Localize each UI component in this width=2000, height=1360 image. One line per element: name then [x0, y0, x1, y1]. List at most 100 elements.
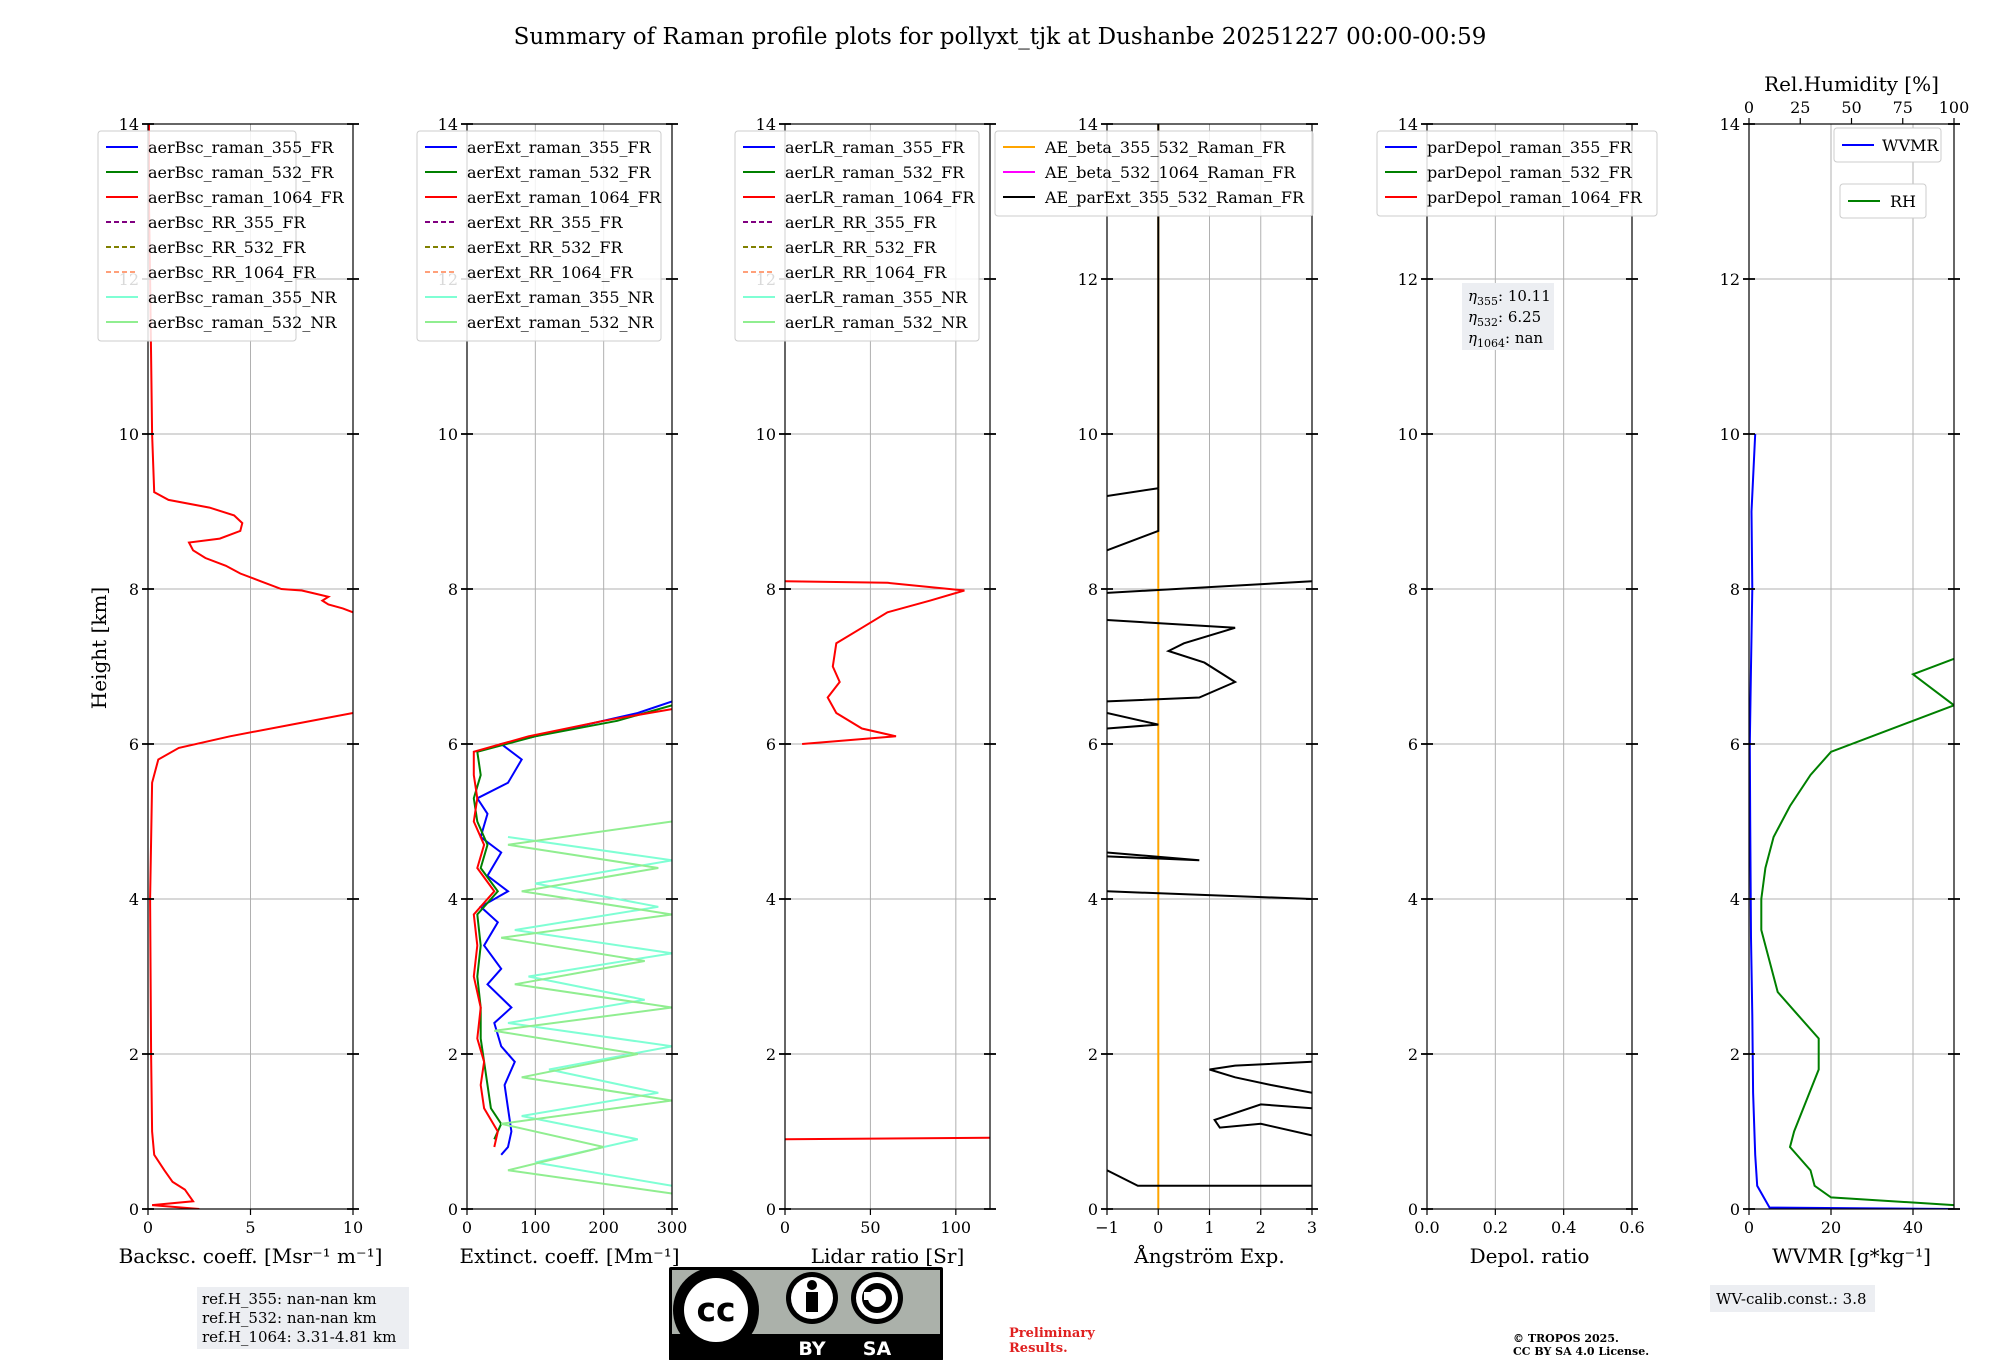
y-tick-label: 0 [1730, 1200, 1740, 1219]
x-tick-label: 0 [1153, 1218, 1163, 1237]
y-tick-label: 12 [1398, 270, 1418, 289]
x-tick-label: 0 [1744, 1218, 1754, 1237]
panel-3: 05010002468101214Lidar ratio [Sr]aerLR_r… [734, 115, 996, 1268]
series-line-aerBsc_raman_1064_FR [149, 712, 353, 1209]
y-tick-label: 10 [1398, 425, 1418, 444]
y-tick-label: 8 [1730, 580, 1740, 599]
y-tick-label: 6 [1730, 735, 1740, 754]
y-tick-label: 14 [1720, 115, 1740, 134]
x-tick-label: 2 [1256, 1218, 1266, 1237]
y-tick-label: 4 [1408, 890, 1418, 909]
legend-box [97, 130, 297, 342]
x-tick-label: 10 [343, 1218, 363, 1237]
legend-entry: aerBsc_raman_532_NR [148, 313, 337, 332]
top-x-tick-label: 100 [1939, 98, 1970, 117]
legend: AE_beta_355_532_Raman_FR AE_beta_532_1064… [994, 130, 1314, 217]
series-line-aerExt_raman_532_NR [494, 820, 672, 1195]
series-line-aerExt_raman_355_FR [475, 700, 672, 1156]
x-tick-label: 300 [657, 1218, 688, 1237]
legend-entry: aerLR_raman_532_FR [785, 163, 965, 182]
legend-entry: parDepol_raman_355_FR [1427, 138, 1633, 157]
y-tick-label: 0 [1408, 1200, 1418, 1219]
top-x-tick-label: 75 [1893, 98, 1913, 117]
x-tick-label: 200 [588, 1218, 619, 1237]
series-group [148, 124, 353, 1209]
y-tick-label: 2 [1730, 1045, 1740, 1064]
legend-entry: WVMR [1882, 136, 1939, 155]
legend-entry: aerLR_raman_532_NR [785, 313, 968, 332]
legend-entry: aerBsc_RR_355_FR [148, 213, 306, 232]
axes-frame [466, 123, 673, 1210]
legend-box [994, 130, 1314, 217]
legend-box [416, 130, 662, 342]
legend-entry: aerBsc_raman_355_NR [148, 288, 337, 307]
legend-entry: aerBsc_raman_355_FR [148, 138, 334, 157]
y-tick-label: 14 [1398, 115, 1418, 134]
x-tick-label: −1 [1095, 1218, 1119, 1237]
x-axis-label: Depol. ratio [1470, 1244, 1590, 1268]
top-x-tick-label: 25 [1790, 98, 1810, 117]
copyright-line-1: © TROPOS 2025. [1513, 1332, 1619, 1345]
series-line-AE_parExt_355_532_Raman_FR [1107, 890, 1312, 900]
series-line-AE_parExt_355_532_Raman_FR [1107, 487, 1159, 497]
legend: WVMR RH [1833, 127, 1942, 219]
y-tick-label: 4 [1730, 890, 1740, 909]
y-tick-label: 0 [766, 1200, 776, 1219]
series-line-AE_parExt_355_532_Raman_FR [1107, 619, 1238, 703]
x-tick-label: 5 [245, 1218, 255, 1237]
ref-height-532: ref.H_532: nan-nan km [202, 1309, 377, 1327]
cc-logo-text: cc [696, 1290, 735, 1329]
x-axis-label: Backsc. coeff. [Msr⁻¹ m⁻¹] [119, 1244, 383, 1268]
legend-box [734, 130, 980, 342]
eta-box-bg [1462, 283, 1554, 350]
y-tick-label: 10 [756, 425, 776, 444]
y-tick-label: 8 [129, 580, 139, 599]
series-line-WVMR [1749, 433, 1954, 1209]
series-group [472, 700, 672, 1195]
legend-entry: aerBsc_RR_532_FR [148, 238, 306, 257]
ref-heights-box [197, 1287, 409, 1349]
legend-entry: aerBsc_RR_1064_FR [148, 263, 317, 282]
series-line-AE_parExt_355_532_Raman_FR [1107, 488, 1160, 552]
wv-calib-box [1710, 1285, 1875, 1312]
legend-entry: aerLR_raman_1064_FR [785, 188, 975, 207]
x-tick-label: 50 [860, 1218, 880, 1237]
y-tick-label: 2 [1088, 1045, 1098, 1064]
y-tick-label: 2 [129, 1045, 139, 1064]
x-axis-label: Lidar ratio [Sr] [811, 1244, 965, 1268]
series-line-RH [1760, 657, 1954, 1207]
legend-entry: aerLR_RR_355_FR [785, 213, 937, 232]
y-tick-label: 12 [1720, 270, 1740, 289]
legend-entry: aerBsc_raman_1064_FR [148, 188, 345, 207]
eta-532: η532: 6.25 [1468, 308, 1541, 329]
top-axis-label: Rel.Humidity [%] [1764, 72, 1939, 96]
x-tick-label: 40 [1903, 1218, 1923, 1237]
series-group [1749, 433, 1954, 1209]
preliminary-line-2: Results. [1009, 1341, 1068, 1356]
x-axis-label: Ångström Exp. [1133, 1243, 1284, 1268]
legend: parDepol_raman_355_FR parDepol_raman_532_… [1376, 130, 1658, 217]
legend-box [1839, 183, 1927, 219]
panel-1: 051002468101214Backsc. coeff. [Msr⁻¹ m⁻¹… [97, 115, 383, 1268]
eta-355: η355: 10.11 [1468, 287, 1551, 308]
series-line-AE_parExt_355_532_Raman_FR [1213, 1103, 1312, 1137]
y-axis-label: Height [km] [87, 587, 111, 709]
y-tick-label: 14 [119, 115, 139, 134]
legend: aerLR_raman_355_FR aerLR_raman_532_FR aerL… [734, 130, 980, 342]
copyright-line-2: CC BY SA 4.0 License. [1513, 1345, 1649, 1358]
y-tick-label: 4 [766, 890, 776, 909]
series-group [785, 580, 990, 1141]
legend-entry: aerExt_raman_1064_FR [467, 188, 662, 207]
legend-entry: AE_parExt_355_532_Raman_FR [1044, 188, 1305, 207]
series-line-AE_parExt_355_532_Raman_FR [1107, 580, 1312, 594]
legend-entry: RH [1890, 192, 1916, 211]
x-axis-label: WVMR [g*kg⁻¹] [1772, 1244, 1931, 1268]
legend-entry: aerExt_raman_355_FR [467, 138, 652, 157]
legend-entry: aerExt_raman_355_NR [467, 288, 655, 307]
series-line-AE_parExt_355_532_Raman_FR [1209, 1060, 1312, 1094]
series-line-aerBsc_raman_1064_FR [148, 124, 353, 614]
y-tick-label: 6 [1088, 735, 1098, 754]
